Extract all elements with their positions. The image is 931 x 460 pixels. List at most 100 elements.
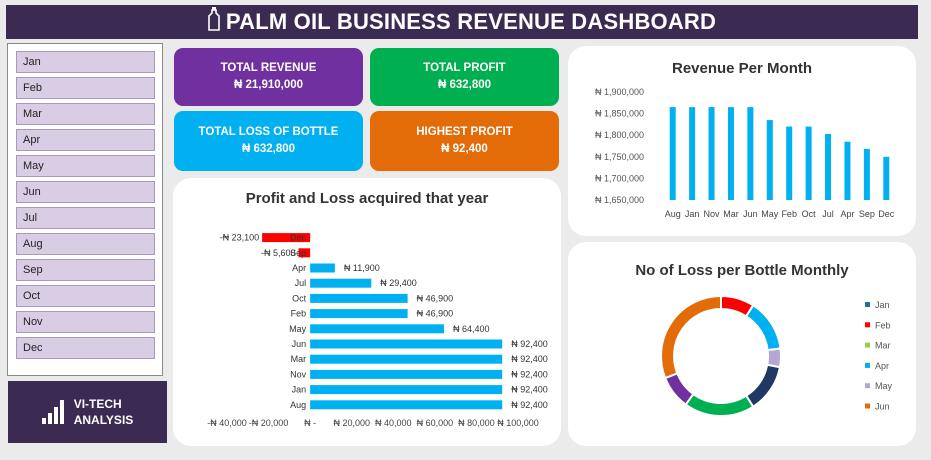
- slicer-item-jun[interactable]: Jun: [16, 181, 155, 203]
- revenue-bar-aug: [669, 107, 676, 200]
- pl-category-label: Jun: [292, 339, 307, 349]
- revenue-bar-sep: [863, 149, 870, 200]
- slicer-item-oct[interactable]: Oct: [16, 285, 155, 307]
- revenue-xtick: Jul: [822, 209, 834, 219]
- revenue-ytick: ₦ 1,900,000: [595, 87, 644, 97]
- profit-loss-card: Profit and Loss acquired that year Dec -₦…: [173, 178, 561, 446]
- pl-category-label: Oct: [292, 293, 307, 303]
- kpi-total-profit: TOTAL PROFIT ₦ 632,800: [370, 48, 559, 106]
- pl-bar-may: [310, 324, 445, 334]
- pl-bar-jun: [310, 339, 503, 349]
- pl-category-label: Apr: [292, 263, 306, 273]
- slicer-item-mar[interactable]: Mar: [16, 103, 155, 125]
- revenue-xtick: Oct: [802, 209, 817, 219]
- pl-xtick: ₦ 60,000: [417, 418, 454, 428]
- brand-logo-panel: VI-TECH ANALYSIS: [8, 381, 167, 443]
- revenue-title: Revenue Per Month: [671, 60, 813, 77]
- kpi-highest-profit-label: HIGHEST PROFIT: [416, 126, 513, 138]
- legend-swatch-apr: [865, 362, 870, 368]
- pl-category-label: Sep: [290, 248, 306, 258]
- revenue-xtick: Feb: [781, 209, 797, 219]
- month-slicer: Jan Feb Mar Apr May Jun Jul Aug Sep Oct Nov Dec: [7, 43, 163, 376]
- donut-slice-purple: [663, 372, 695, 406]
- pl-data-label: ₦ 64,400: [453, 324, 490, 334]
- pl-xtick: ₦ 20,000: [333, 418, 370, 428]
- revenue-ytick: ₦ 1,650,000: [595, 195, 644, 205]
- legend-label-jan: Jan: [875, 300, 890, 310]
- slicer-item-may[interactable]: May: [16, 155, 155, 177]
- revenue-xtick: Apr: [840, 209, 854, 219]
- revenue-bar-jun: [747, 107, 754, 200]
- kpi-total-loss-label: TOTAL LOSS OF BOTTLE: [198, 126, 339, 138]
- donut-slice-apr: [744, 303, 782, 352]
- legend-swatch-feb: [865, 322, 870, 328]
- slicer-item-aug[interactable]: Aug: [16, 233, 155, 255]
- bottle-icon: [208, 7, 220, 37]
- revenue-bar-feb: [786, 126, 793, 200]
- kpi-highest-profit-value: ₦ 92,400: [441, 143, 488, 155]
- slicer-item-nov[interactable]: Nov: [16, 311, 155, 333]
- pl-category-label: May: [289, 324, 307, 334]
- revenue-xtick: May: [761, 209, 779, 219]
- pl-data-label: -₦ 23,100: [220, 233, 260, 243]
- pl-category-label: Feb: [291, 309, 307, 319]
- kpi-total-loss: TOTAL LOSS OF BOTTLE ₦ 632,800: [174, 111, 363, 171]
- pl-data-label: ₦ 92,400: [511, 369, 548, 379]
- brand-line-1: VI-TECH: [73, 397, 122, 411]
- legend-swatch-may: [865, 383, 870, 389]
- bar-chart-icon: [41, 396, 66, 429]
- legend-label-feb: Feb: [875, 320, 891, 330]
- revenue-ytick: ₦ 1,750,000: [595, 152, 644, 162]
- revenue-xtick: Dec: [878, 209, 895, 219]
- pl-xtick: -₦ 20,000: [249, 418, 289, 428]
- revenue-bar-apr: [844, 141, 851, 200]
- revenue-chart: ₦ 1,650,000 ₦ 1,700,000 ₦ 1,750,000 ₦ 1,800…: [595, 87, 895, 219]
- pl-category-label: Jan: [292, 385, 307, 395]
- donut-slice-mar: [684, 392, 755, 417]
- pl-bar-oct: [310, 293, 408, 303]
- slicer-item-feb[interactable]: Feb: [16, 77, 155, 99]
- slicer-item-apr[interactable]: Apr: [16, 129, 155, 151]
- loss-bottle-chart: Jan Feb Mar Apr May Jun: [660, 294, 893, 417]
- kpi-total-profit-label: TOTAL PROFIT: [423, 62, 506, 74]
- slicer-item-jul[interactable]: Jul: [16, 207, 155, 229]
- kpi-total-loss-value: ₦ 632,800: [241, 143, 296, 155]
- pl-data-label: ₦ 29,400: [380, 278, 417, 288]
- brand-line-2: ANALYSIS: [73, 413, 134, 427]
- pl-bar-sep: [298, 248, 311, 258]
- dashboard-title-bar: PALM OIL BUSINESS REVENUE DASHBOARD: [6, 5, 918, 39]
- pl-xtick: ₦ 40,000: [375, 418, 412, 428]
- pl-data-label: ₦ 46,900: [417, 309, 454, 319]
- pl-category-label: Dec: [290, 233, 307, 243]
- pl-xtick: ₦ 100,000: [497, 418, 539, 428]
- revenue-bar-may: [766, 120, 773, 200]
- revenue-bar-oct: [805, 126, 812, 200]
- pl-bar-jan: [310, 385, 503, 395]
- pl-category-label: Aug: [290, 400, 306, 410]
- donut-slice-jan: [744, 363, 782, 409]
- slicer-item-sep[interactable]: Sep: [16, 259, 155, 281]
- pl-xtick: ₦ 80,000: [458, 418, 495, 428]
- pl-data-label: ₦ 46,900: [417, 293, 454, 303]
- page-title: PALM OIL BUSINESS REVENUE DASHBOARD: [225, 9, 717, 34]
- revenue-bar-dec: [883, 156, 890, 200]
- pl-data-label: -₦ 5,600: [261, 248, 296, 258]
- revenue-xtick: Sep: [859, 209, 875, 219]
- pl-bar-nov: [310, 369, 503, 379]
- pl-data-label: ₦ 92,400: [511, 354, 548, 364]
- legend-swatch-jun: [865, 403, 870, 409]
- pl-data-label: ₦ 92,400: [511, 339, 548, 349]
- slicer-item-dec[interactable]: Dec: [16, 337, 155, 359]
- pl-data-label: ₦ 11,900: [344, 263, 380, 273]
- pl-xtick: ₦ -: [304, 418, 316, 428]
- kpi-total-profit-value: ₦ 632,800: [437, 79, 492, 91]
- pl-bar-dec: [262, 233, 311, 243]
- pl-bar-apr: [310, 263, 335, 273]
- revenue-bar-jul: [825, 133, 832, 200]
- loss-bottle-title: No of Loss per Bottle Monthly: [635, 262, 849, 279]
- slicer-item-jan[interactable]: Jan: [16, 51, 155, 73]
- kpi-total-revenue: TOTAL REVENUE ₦ 21,910,000: [174, 48, 363, 106]
- loss-bottle-card: No of Loss per Bottle Monthly Jan Feb Mar A…: [568, 242, 916, 446]
- pl-category-label: Nov: [290, 369, 307, 379]
- kpi-total-revenue-label: TOTAL REVENUE: [220, 62, 317, 74]
